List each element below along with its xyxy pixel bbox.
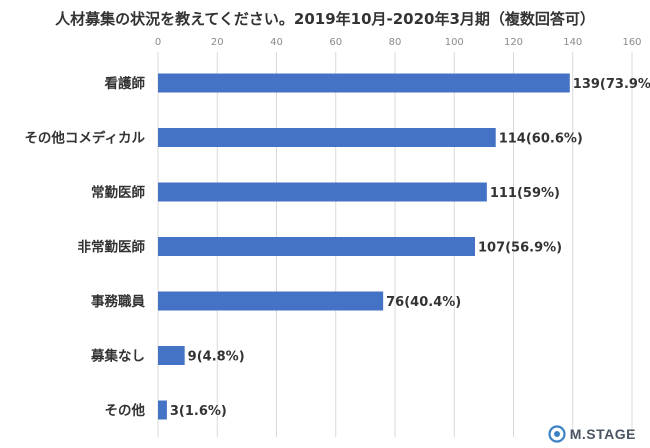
data-label: 76(40.4%)	[386, 295, 461, 310]
data-label: 111(59%)	[490, 186, 560, 201]
data-label: 9(4.8%)	[188, 350, 245, 365]
category-label: その他	[105, 402, 146, 419]
category-label: 募集なし	[90, 348, 145, 365]
brand-logo: M.STAGE	[548, 424, 636, 444]
bar	[158, 182, 487, 202]
category-label: その他コメディカル	[24, 130, 145, 147]
x-tick-label: 0	[155, 37, 161, 48]
data-label: 114(60.6%)	[499, 132, 583, 147]
data-label: 107(56.9%)	[478, 241, 562, 256]
bar	[158, 73, 570, 93]
bar	[158, 291, 384, 311]
bar	[158, 400, 167, 420]
x-tick-label: 140	[563, 37, 582, 48]
x-tick-label: 40	[270, 37, 283, 48]
bar	[158, 346, 185, 365]
logo-mark-icon	[548, 425, 566, 443]
category-label: 非常勤医師	[78, 239, 146, 256]
x-tick-label: 80	[389, 37, 402, 48]
bar	[158, 128, 496, 147]
x-tick-label: 100	[445, 37, 464, 48]
x-tick-label: 20	[211, 37, 224, 48]
x-tick-label: 60	[329, 37, 342, 48]
chart-title: 人材募集の状況を教えてください。2019年10月-2020年3月期（複数回答可）	[55, 10, 595, 28]
category-label: 事務職員	[91, 293, 145, 310]
category-label: 看護師	[104, 75, 146, 92]
bar	[158, 237, 475, 256]
x-tick-label: 160	[622, 37, 641, 48]
logo-text: M.STAGE	[569, 426, 636, 442]
data-label: 3(1.6%)	[170, 404, 227, 419]
category-label: 常勤医師	[91, 184, 145, 201]
data-label: 139(73.9%)	[573, 77, 650, 92]
x-tick-label: 120	[504, 37, 523, 48]
